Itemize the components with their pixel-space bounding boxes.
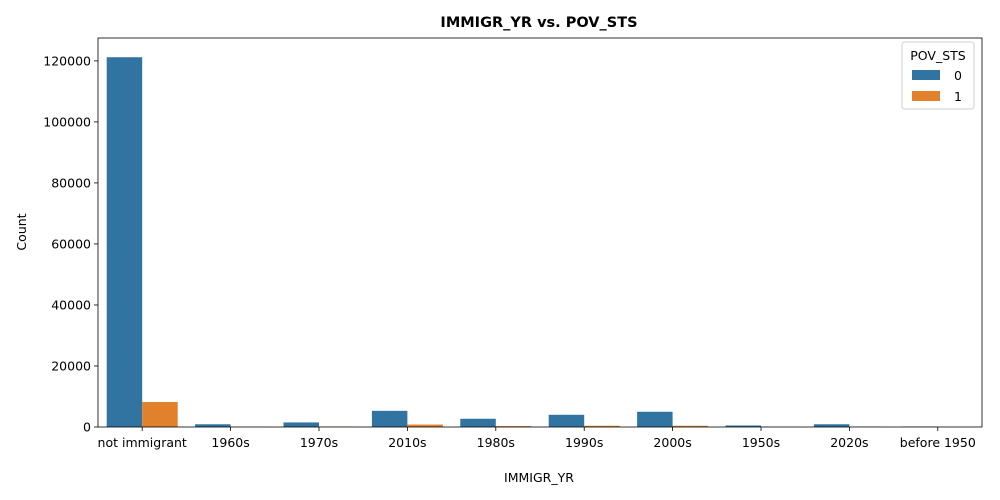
bar-series-0-6 bbox=[637, 411, 673, 427]
x-tick-label: 1990s bbox=[565, 435, 603, 450]
y-tick-label: 100000 bbox=[43, 114, 91, 129]
y-tick-label: 0 bbox=[83, 420, 91, 435]
y-tick-label: 20000 bbox=[51, 358, 91, 373]
x-tick-label: before 1950 bbox=[900, 435, 976, 450]
x-axis-label: IMMIGR_YR bbox=[504, 470, 574, 485]
legend-swatch-0 bbox=[912, 70, 940, 80]
plot-area: not immigrant 1960s 1970s 2010s 1980s 1990s 20… bbox=[43, 37, 983, 450]
bar-series-0-7 bbox=[725, 425, 761, 427]
x-tick-label: 2010s bbox=[388, 435, 426, 450]
x-tick-label: not immigrant bbox=[98, 435, 187, 450]
bar-series-0-2 bbox=[283, 422, 319, 427]
x-tick-label: 1950s bbox=[742, 435, 780, 450]
legend-label-0: 0 bbox=[954, 68, 962, 83]
legend-title: POV_STS bbox=[910, 48, 966, 63]
bar-series-1-0 bbox=[142, 401, 178, 427]
bar-series-0-5 bbox=[548, 414, 585, 427]
bar-series-1-4 bbox=[495, 426, 532, 427]
bar-series-0-4 bbox=[460, 418, 496, 427]
legend-swatch-1 bbox=[912, 91, 940, 101]
chart-title: IMMIGR_YR vs. POV_STS bbox=[440, 15, 637, 31]
x-tick-label: 1970s bbox=[300, 435, 338, 450]
bar-series-0-3 bbox=[371, 410, 408, 427]
legend-label-1: 1 bbox=[954, 89, 962, 104]
x-tick-label: 1960s bbox=[211, 435, 249, 450]
legend: POV_STS 0 1 bbox=[901, 41, 975, 110]
bar-series-0-1 bbox=[195, 424, 231, 427]
bar-series-1-5 bbox=[584, 425, 620, 427]
bar-series-1-6 bbox=[672, 425, 709, 427]
y-tick-label: 60000 bbox=[51, 236, 91, 251]
axes-frame bbox=[97, 37, 983, 428]
y-tick-label: 40000 bbox=[51, 297, 91, 312]
bar-series-0-0 bbox=[106, 57, 143, 427]
x-tick-label: 2000s bbox=[653, 435, 691, 450]
bar-series-1-3 bbox=[407, 424, 443, 427]
bar-series-0-8 bbox=[813, 424, 850, 427]
x-tick-label: 2020s bbox=[830, 435, 868, 450]
y-tick-label: 80000 bbox=[51, 175, 91, 190]
y-axis-label: Count bbox=[14, 213, 29, 250]
x-tick-label: 1980s bbox=[477, 435, 515, 450]
y-tick-label: 120000 bbox=[43, 53, 91, 68]
